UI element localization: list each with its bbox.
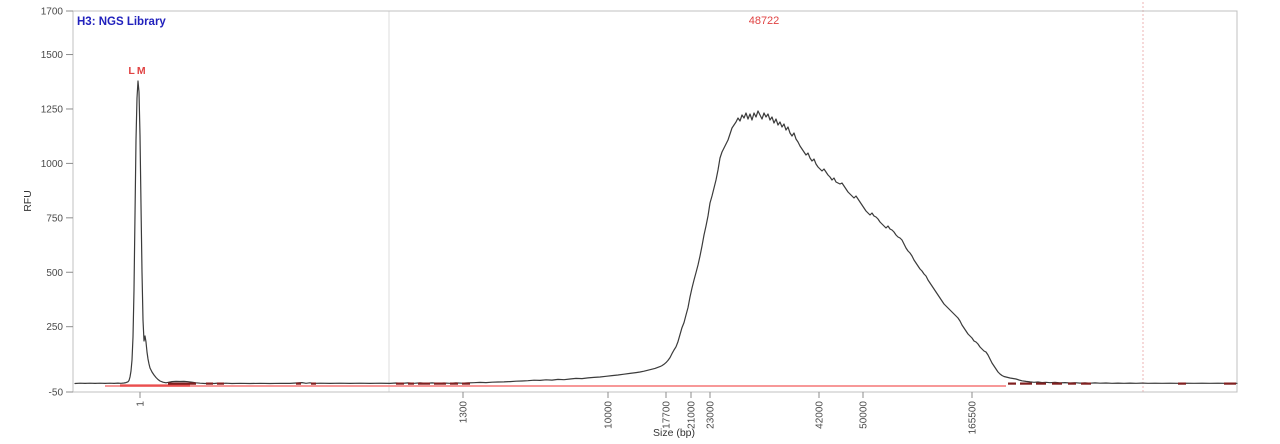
lower-marker-baseline-line — [105, 384, 1006, 387]
fluorescence-trace — [74, 80, 1238, 385]
lower-marker-label: LM — [128, 65, 147, 77]
region-boundary-lines — [388, 2, 1144, 392]
y-tick-label: 1700 — [41, 7, 64, 18]
y-tick-label: 250 — [46, 322, 63, 333]
axis-ticks — [66, 10, 973, 398]
x-axis-label: Size (bp) — [653, 427, 695, 439]
axis-tick-labels: 1700 1500 1250 1000 750 500 250 -50 1 1300 10000 17… — [41, 7, 979, 435]
plot-border-rect — [72, 10, 1238, 393]
x-tick-label: 1300 — [459, 401, 470, 424]
x-tick-label: 17700 — [662, 401, 673, 429]
trace-polyline — [74, 80, 1238, 385]
y-tick-label: 1500 — [41, 50, 64, 61]
x-tick-label: 50000 — [859, 401, 870, 429]
y-axis-label: RFU — [22, 190, 34, 212]
y-tick-label: -50 — [49, 388, 64, 399]
x-tick-label: 42000 — [815, 401, 826, 429]
y-tick-label: 1000 — [41, 159, 64, 170]
x-tick-label: 165500 — [968, 401, 979, 435]
x-tick-label: 10000 — [604, 401, 615, 429]
x-tick-label: 21000 — [687, 401, 698, 429]
y-tick-label: 500 — [46, 268, 63, 279]
plot-border — [72, 10, 1238, 393]
smear-size-annotation: 48722 — [749, 15, 780, 27]
chart-title: H3: NGS Library — [77, 16, 166, 28]
x-tick-label: 23000 — [706, 401, 717, 429]
y-tick-label: 1250 — [41, 104, 64, 115]
x-tick-label: 1 — [136, 401, 147, 407]
y-tick-label: 750 — [46, 213, 63, 224]
